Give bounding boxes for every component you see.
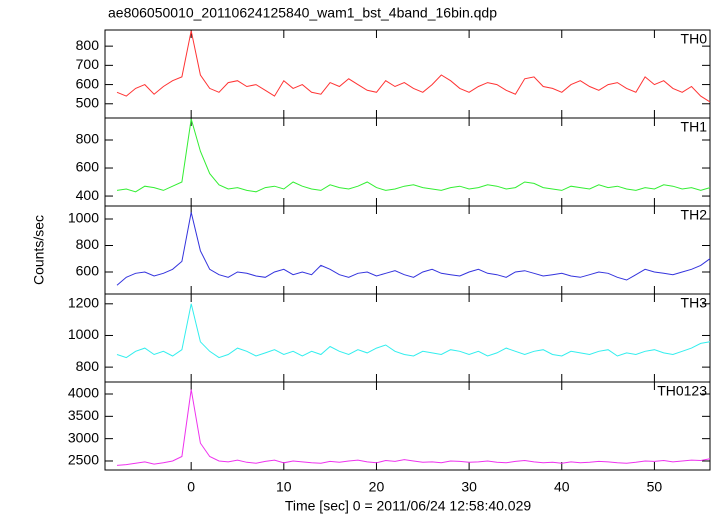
y-tick-label: 600 [76, 75, 100, 91]
y-tick-label: 800 [76, 37, 100, 53]
y-axis-label: Counts/sec [31, 215, 47, 285]
x-tick-label: 20 [369, 479, 385, 495]
y-tick-label: 700 [76, 56, 100, 72]
y-tick-label: 500 [76, 94, 100, 110]
panel-frame [104, 381, 711, 471]
y-tick-label: 800 [76, 131, 100, 147]
x-axis-label: Time [sec] 0 = 2011/06/24 12:58:40.029 [285, 498, 532, 514]
y-tick-label: 3000 [68, 429, 99, 445]
x-tick-label: 50 [647, 479, 663, 495]
series-line [116, 303, 711, 359]
y-tick-label: 600 [76, 159, 100, 175]
panel-label: TH3 [681, 295, 708, 311]
panel-label: TH0123 [657, 383, 707, 399]
y-tick-label: 800 [76, 358, 100, 374]
y-tick-label: 1000 [68, 326, 99, 342]
y-tick-label: 1200 [68, 295, 99, 311]
series-line [116, 389, 711, 466]
y-tick-label: 3500 [68, 407, 99, 423]
x-tick-label: 10 [276, 479, 292, 495]
y-tick-label: 400 [76, 187, 100, 203]
panel-frame [104, 117, 711, 207]
panel-frame [104, 29, 711, 119]
chart-title: ae806050010_20110624125840_wam1_bst_4ban… [108, 5, 497, 21]
y-tick-label: 2500 [68, 452, 99, 468]
x-tick-label: 30 [461, 479, 477, 495]
y-tick-label: 1000 [68, 210, 99, 226]
y-tick-label: 800 [76, 236, 100, 252]
panel-label: TH2 [681, 207, 708, 223]
panel-label: TH0 [681, 31, 708, 47]
series-line [116, 212, 711, 286]
y-tick-label: 4000 [68, 385, 99, 401]
panel-frame [104, 293, 711, 383]
series-line [116, 30, 711, 103]
panel-frame [104, 205, 711, 295]
y-tick-label: 600 [76, 263, 100, 279]
panel-label: TH1 [681, 119, 708, 135]
x-tick-label: 0 [187, 479, 195, 495]
x-tick-label: 40 [554, 479, 570, 495]
series-line [116, 118, 711, 193]
